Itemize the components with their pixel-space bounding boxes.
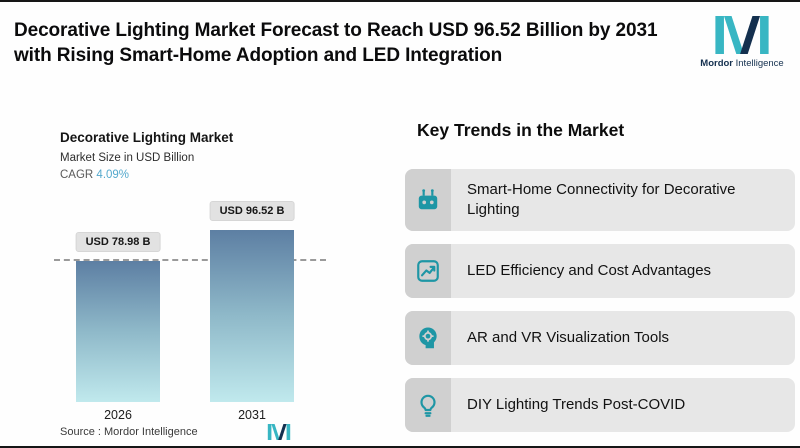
trend-icon-box — [405, 169, 451, 231]
trend-icon-box — [405, 311, 451, 365]
chart-cagr: CAGR 4.09% — [60, 169, 390, 181]
trend-label: AR and VR Visualization Tools — [467, 328, 670, 346]
page-title: Decorative Lighting Market Forecast to R… — [14, 20, 658, 67]
brand-name-bold: Mordor — [700, 58, 733, 69]
mordor-intelligence-mini-logo-icon — [267, 424, 291, 440]
threshold-dashed-line — [54, 259, 326, 261]
plot-area: USD 78.98 B USD 96.52 B 2026 2031 — [40, 201, 390, 422]
bar-2026 — [76, 261, 160, 402]
trend-card-ar-vr: AR and VR Visualization Tools — [405, 311, 795, 365]
lightbulb-icon — [420, 394, 436, 417]
trend-label: Smart-Home Connectivity for Decorative L… — [467, 180, 736, 218]
trend-label: DIY Lighting Trends Post-COVID — [467, 395, 686, 413]
source-row: Source : Mordor Intelligence — [60, 424, 292, 440]
trends-heading: Key Trends in the Market — [417, 120, 625, 140]
chart-growth-icon — [417, 260, 439, 282]
chart-subtitle: Market Size in USD Billion — [60, 152, 195, 164]
x-axis-label-2026: 2026 — [104, 408, 132, 422]
source-text: Source : Mordor Intelligence — [60, 426, 198, 438]
chart-title: Decorative Lighting Market — [60, 130, 234, 145]
trend-card-smart-home: Smart-Home Connectivity for Decorative L… — [405, 169, 795, 231]
trend-card-diy: DIY Lighting Trends Post-COVID — [405, 378, 795, 432]
cagr-label: CAGR — [60, 169, 97, 181]
trend-label: LED Efficiency and Cost Advantages — [467, 261, 712, 279]
cagr-value: 4.09% — [96, 169, 130, 181]
trend-icon-box — [405, 244, 451, 298]
ar-vr-head-icon — [419, 327, 437, 349]
smart-home-icon — [418, 189, 438, 210]
bar-2031 — [210, 230, 294, 402]
brand-logo: Mordor Intelligence — [692, 16, 792, 69]
x-axis-label-2031: 2031 — [238, 408, 266, 422]
brand-name-regular: Intelligence — [733, 58, 784, 69]
brand-name: Mordor Intelligence — [700, 58, 783, 69]
trend-icon-box — [405, 378, 451, 432]
trend-cards: Smart-Home Connectivity for Decorative L… — [405, 169, 795, 432]
trend-card-led-efficiency: LED Efficiency and Cost Advantages — [405, 244, 795, 298]
market-bar-chart: Decorative Lighting Market Market Size i… — [40, 130, 390, 444]
bar-value-label-2026: USD 78.98 B — [75, 232, 161, 252]
bar-value-label-2031: USD 96.52 B — [209, 201, 295, 221]
mordor-intelligence-logo-icon — [715, 16, 769, 54]
